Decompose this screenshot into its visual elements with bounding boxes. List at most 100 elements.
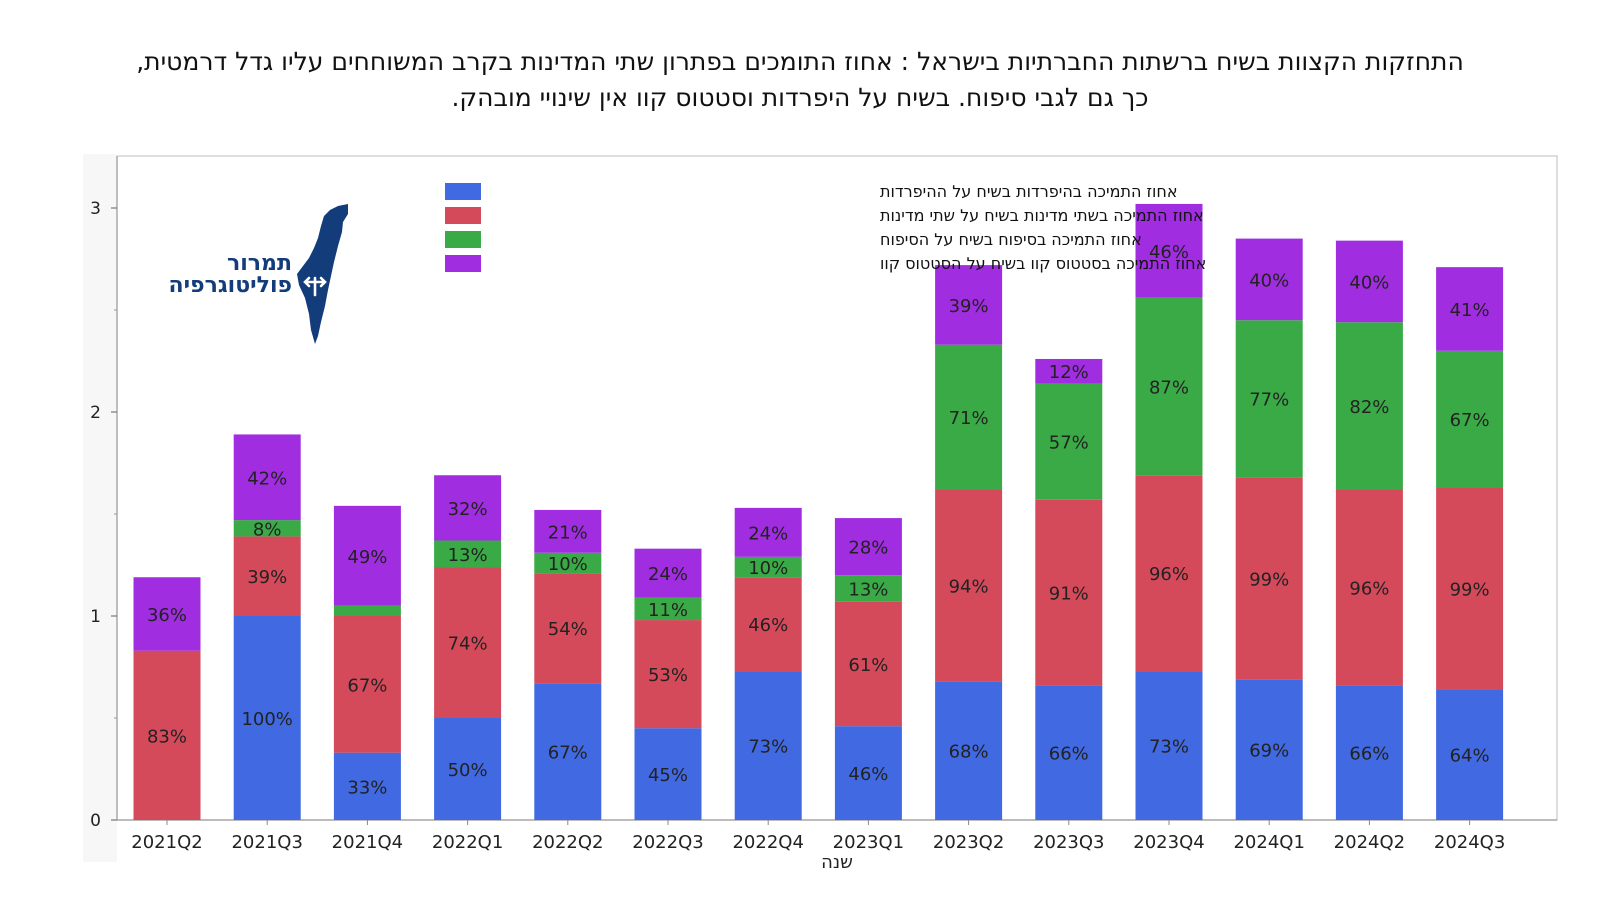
x-tick-label: 2021Q4 (332, 832, 403, 853)
legend-item: אחוז התמיכה בסיפוח בשיח על הסיפוח (445, 230, 1142, 249)
data-label: 12% (1049, 362, 1089, 383)
bar-segment (1436, 267, 1504, 351)
bar-segment (1035, 383, 1103, 500)
bar-segment (1335, 489, 1403, 686)
data-label: 10% (548, 554, 588, 575)
data-label: 96% (1349, 578, 1389, 599)
x-tick-label: 2024Q1 (1233, 832, 1304, 853)
legend: אחוז התמיכה בהיפרדות בשיח על ההיפרדות אחו… (445, 182, 1206, 273)
bar-segment (1235, 320, 1303, 478)
bar-segment (1135, 297, 1203, 476)
legend-item: אחוז התמיכה בשתי מדינות בשיח על שתי מדינ… (445, 206, 1204, 225)
data-label: 24% (648, 564, 688, 585)
data-label: 99% (1249, 569, 1289, 590)
y-tick-label: 2 (90, 403, 101, 423)
bar-segment (534, 683, 602, 820)
data-label: 42% (247, 468, 287, 489)
legend-label: אחוז התמיכה בשתי מדינות בשיח על שתי מדינ… (880, 206, 1204, 225)
bar-segment (434, 475, 502, 541)
bar-segment (1135, 671, 1203, 820)
data-label: 99% (1450, 579, 1490, 600)
bar-segment (333, 752, 401, 820)
bar-stack: 67% 54% 10% 21% (534, 509, 602, 820)
bar-segment (1035, 499, 1103, 686)
y-tick-label: 1 (90, 607, 101, 627)
x-tick-label: 2023Q3 (1033, 832, 1104, 853)
x-tick-label: 2022Q1 (432, 832, 503, 853)
data-label: 67% (1450, 410, 1490, 431)
bar-stack: 66% 91% 57% 12% (1035, 358, 1103, 820)
data-label: 39% (247, 567, 287, 588)
y-tick-label: 3 (90, 199, 101, 219)
bar-segment (634, 548, 702, 598)
logo: תמרור פוליטוגרפיה (169, 204, 348, 344)
bar-segment (1035, 358, 1103, 384)
bar-segment (935, 265, 1003, 345)
data-label: 67% (347, 675, 387, 696)
bar-stack: 64% 99% 67% 41% (1436, 267, 1504, 820)
bar-segment (1135, 475, 1203, 672)
plot-outer-shadow (83, 154, 117, 862)
bar-segment (333, 605, 401, 616)
bar-stack: 50% 74% 13% 32% (434, 475, 502, 820)
chart-title: התחזקות הקצוות בשיח ברשתות החברתיות בישר… (40, 44, 1560, 116)
data-label: 69% (1249, 741, 1289, 762)
arrows-icon (303, 276, 327, 297)
data-label: 54% (548, 619, 588, 640)
bar-segment (233, 434, 301, 521)
chart-title-line2: כך גם לגבי סיפוח. בשיח על היפרדות וסטטוס… (451, 83, 1149, 112)
data-label: 46% (1149, 242, 1189, 263)
bar-segment (1335, 685, 1403, 820)
legend-swatch (445, 183, 481, 200)
data-label: 46% (848, 764, 888, 785)
bar-segment (935, 489, 1003, 682)
data-label: 36% (147, 605, 187, 626)
data-label: 46% (748, 615, 788, 636)
data-label: 87% (1149, 378, 1189, 399)
x-tick-label: 2022Q4 (732, 832, 803, 853)
data-label: 64% (1450, 746, 1490, 767)
bar-segment (1235, 679, 1303, 820)
data-label: 28% (848, 538, 888, 559)
bar-segment (133, 650, 201, 820)
data-label: 100% (241, 709, 292, 730)
bar-segment (1235, 238, 1303, 321)
legend-label: אחוז התמיכה בסיפוח בשיח על הסיפוח (880, 230, 1142, 249)
bar-segment (935, 681, 1003, 820)
bar-segment (1436, 487, 1504, 690)
bar-segment (233, 536, 301, 616)
data-label: 13% (848, 579, 888, 600)
bar-stack: 73% 46% 10% 24% (734, 507, 802, 820)
data-label: 41% (1450, 300, 1490, 321)
data-label: 71% (949, 408, 989, 429)
legend-item: אחוז התמיכה בסטטוס קוו בשיח על הסטטוס קו… (445, 254, 1206, 273)
data-label: 24% (748, 523, 788, 544)
y-axis: 0 1 2 3 (90, 199, 117, 831)
data-label: 13% (448, 545, 488, 566)
data-label: 40% (1249, 270, 1289, 291)
x-tick-label: 2023Q1 (833, 832, 904, 853)
bar-segment (834, 601, 902, 727)
bar-stack: 73% 96% 87% 46% (1135, 203, 1203, 820)
data-label: 91% (1049, 584, 1089, 605)
bar-segment (434, 718, 502, 820)
bar-segment (834, 726, 902, 820)
bar-segment (634, 597, 702, 621)
bars-group: 83% 36% 100% 39% 8% 42% 33% 67% 49% 50% 74% 13% 32% 6… (133, 203, 1504, 820)
data-label: 8% (253, 519, 282, 540)
x-tick-label: 2022Q2 (532, 832, 603, 853)
bar-stack: 33% 67% 49% (333, 505, 401, 820)
legend-label: אחוז התמיכה בהיפרדות בשיח על ההיפרדות (880, 182, 1178, 201)
bar-segment (1335, 322, 1403, 490)
data-label: 57% (1049, 433, 1089, 454)
legend-label: אחוז התמיכה בסטטוס קוו בשיח על הסטטוס קו… (880, 254, 1206, 273)
logo-line2: פוליטוגרפיה (169, 273, 292, 298)
bar-segment (434, 540, 502, 568)
data-label: 32% (448, 499, 488, 520)
data-label: 83% (147, 726, 187, 747)
data-label: 68% (949, 742, 989, 763)
data-label: 61% (848, 655, 888, 676)
bar-segment (534, 509, 602, 553)
bar-stack: 83% 36% (133, 577, 201, 820)
chart-title-line1: התחזקות הקצוות בשיח ברשתות החברתיות בישר… (136, 47, 1464, 76)
